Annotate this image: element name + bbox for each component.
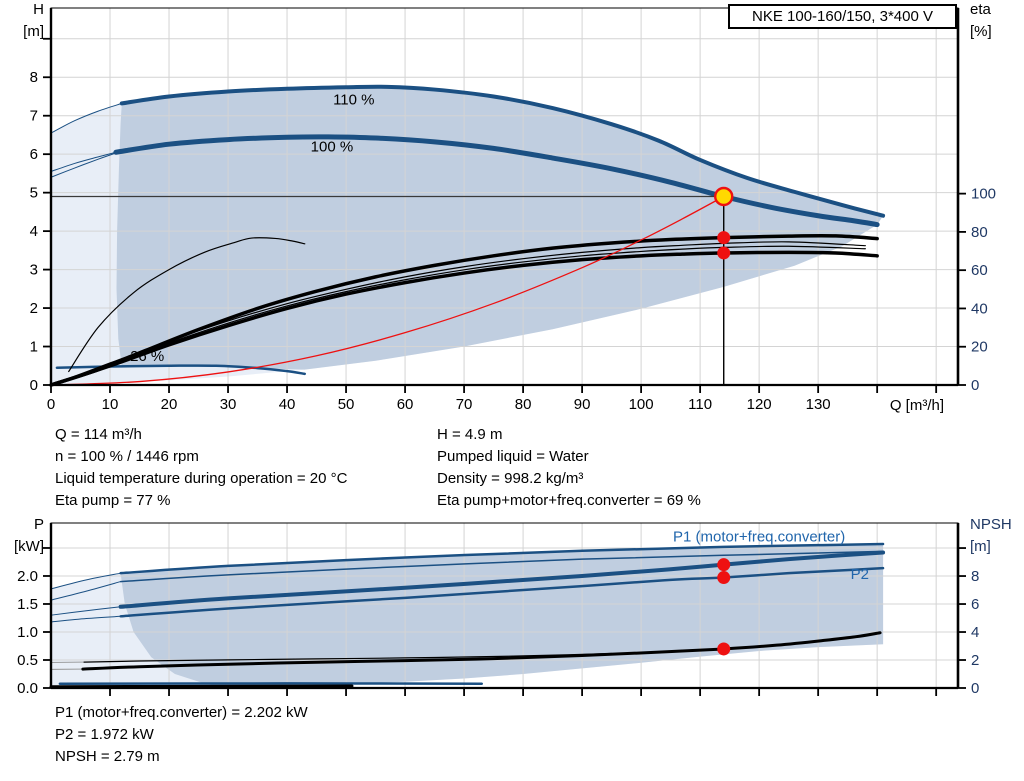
right-tick-label: 0 — [971, 680, 979, 697]
speed-range-band — [116, 86, 884, 370]
curve-110pct-thin-extension — [50, 102, 123, 134]
x-tick-label: 130 — [806, 396, 831, 413]
x-tick-label: 100 — [629, 396, 654, 413]
curve-label: 100 % — [311, 138, 354, 155]
x-tick-label: 70 — [456, 396, 473, 413]
right-axis-title: eta — [970, 1, 992, 18]
p-26-black — [49, 684, 354, 689]
curve-label: 26 % — [130, 348, 164, 365]
info-line-temperature: Liquid temperature during operation = 20… — [55, 470, 348, 487]
eta-pump-curve — [49, 233, 879, 387]
left-tick-label: 0.5 — [17, 652, 38, 669]
eta-pump-point — [717, 231, 731, 245]
left-tick-label: 4 — [30, 223, 38, 240]
info-line-liquid: Pumped liquid = Water — [437, 448, 589, 465]
info-line-npsh: NPSH = 2.79 m — [55, 748, 160, 765]
p2-110-curve — [119, 550, 884, 583]
x-tick-label: 40 — [279, 396, 296, 413]
pump-title: NKE 100-160/150, 3*400 V — [752, 8, 933, 25]
npsh-curve — [81, 631, 882, 671]
x-tick-label: 0 — [47, 396, 55, 413]
left-axis-title: P — [34, 516, 44, 533]
duty-info-left: Q = 114 m³/h n = 100 % / 1446 rpm Liquid… — [55, 424, 347, 512]
p2-100-curve — [119, 566, 885, 618]
x-tick-label: 20 — [161, 396, 178, 413]
left-tick-label: 1.5 — [17, 596, 38, 613]
curve-100pct-thin-extension-a — [50, 151, 117, 172]
info-line-q: Q = 114 m³/h — [55, 426, 142, 443]
right-axis-title: [m] — [970, 538, 991, 555]
left-tick-label: 7 — [30, 108, 38, 125]
right-tick-label: 0 — [971, 377, 979, 394]
left-tick-label: 0.0 — [17, 680, 38, 697]
right-tick-label: 60 — [971, 262, 988, 279]
right-axis-title: [%] — [970, 23, 992, 40]
left-tick-label: 6 — [30, 146, 38, 163]
curve-label: P2 — [851, 566, 869, 583]
right-tick-label: 40 — [971, 300, 988, 317]
left-tick-label: 1 — [30, 339, 38, 356]
left-tick-label: 3 — [30, 262, 38, 279]
p1-duty-point — [717, 558, 731, 572]
left-tick-label: 2 — [30, 300, 38, 317]
right-tick-label: 80 — [971, 224, 988, 241]
right-tick-label: 100 — [971, 186, 996, 203]
eta-thin-b — [50, 245, 866, 386]
power-info: P1 (motor+freq.converter) = 2.202 kW P2 … — [55, 702, 308, 768]
p1-100-stub — [50, 606, 122, 616]
x-tick-label: 60 — [397, 396, 414, 413]
left-axis-title: [kW] — [14, 538, 44, 555]
right-tick-label: 2 — [971, 652, 979, 669]
info-line-p1: P1 (motor+freq.converter) = 2.202 kW — [55, 704, 308, 721]
duty-info-right: H = 4.9 m Pumped liquid = Water Density … — [437, 424, 701, 512]
eta-arc-thin — [68, 237, 306, 373]
curve-100pct — [113, 134, 880, 228]
right-axis-title: NPSH — [970, 516, 1012, 533]
right-tick-label: 8 — [971, 568, 979, 585]
left-tick-label: 5 — [30, 185, 38, 202]
x-tick-label: 10 — [102, 396, 119, 413]
curve-label: 110 % — [333, 92, 374, 109]
x-tick-label: 110 — [688, 396, 712, 413]
p1-100-curve — [118, 550, 886, 609]
left-tick-label: 2.0 — [17, 568, 38, 585]
left-axis-title: [m] — [23, 23, 44, 40]
duty-point — [714, 186, 734, 207]
x-tick-label: 90 — [574, 396, 591, 413]
info-line-eta-total: Eta pump+motor+freq.converter = 69 % — [437, 492, 701, 509]
p1-110-curve — [119, 542, 885, 575]
info-line-eta-pump: Eta pump = 77 % — [55, 492, 171, 509]
info-line-p2: P2 = 1.972 kW — [55, 726, 154, 743]
curve-110pct — [119, 84, 886, 218]
right-tick-label: 20 — [971, 339, 988, 356]
system-curve — [50, 195, 725, 386]
x-tick-label: 30 — [220, 396, 237, 413]
left-axis-title: H — [33, 1, 44, 18]
p2-stub — [50, 581, 122, 601]
npsh-duty-point — [717, 642, 731, 656]
x-tick-label: 120 — [747, 396, 772, 413]
x-tick-label: 50 — [338, 396, 355, 413]
right-tick-label: 6 — [971, 596, 979, 613]
x-tick-label: 80 — [515, 396, 532, 413]
x-axis-title: Q [m³/h] — [890, 397, 944, 414]
eta-total-curve — [49, 250, 879, 387]
left-tick-label: 0 — [30, 377, 38, 394]
p1-stub — [50, 572, 122, 590]
p2-duty-point — [717, 571, 731, 585]
info-line-density: Density = 998.2 kg/m³ — [437, 470, 584, 487]
info-line-head: H = 4.9 m — [437, 426, 503, 443]
p2-100-stub — [50, 615, 122, 623]
eta-total-point — [717, 246, 731, 260]
pump-title-box: NKE 100-160/150, 3*400 V — [728, 4, 957, 29]
left-tick-label: 1.0 — [17, 624, 38, 641]
curve-100pct-thin-extension-b — [50, 152, 117, 178]
left-tick-label: 8 — [30, 69, 38, 86]
right-tick-label: 4 — [971, 624, 979, 641]
curve-label: P1 (motor+freq.converter) — [673, 528, 845, 545]
info-line-speed: n = 100 % / 1446 rpm — [55, 448, 199, 465]
